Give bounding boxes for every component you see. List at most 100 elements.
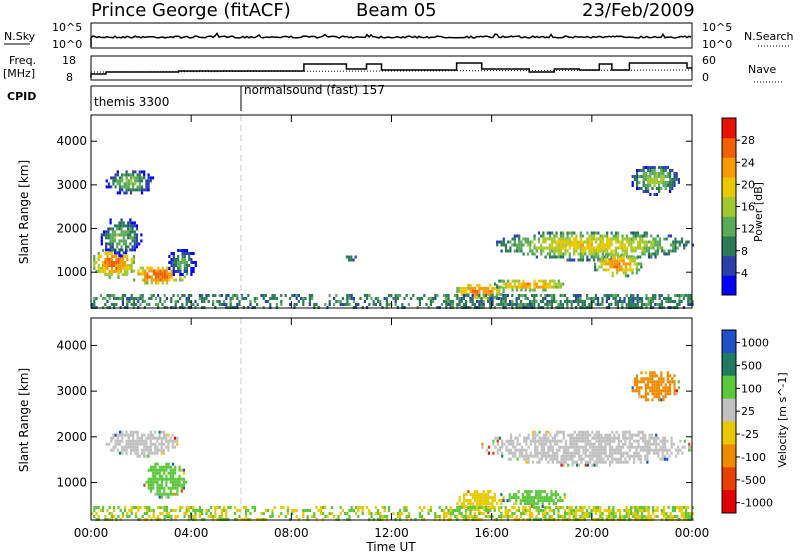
echo-cell (507, 249, 510, 253)
x-axis-label: Time UT (365, 540, 416, 554)
echo-cell (136, 451, 139, 455)
echo-cell (473, 506, 476, 509)
echo-cell (635, 448, 638, 452)
echo-cell (640, 262, 643, 266)
echo-cell (666, 392, 669, 396)
echo-cell (644, 398, 647, 402)
echo-cell (637, 442, 640, 446)
echo-cell (548, 237, 552, 241)
echo-cell (130, 303, 133, 306)
echo-cell (586, 433, 590, 437)
echo-cell (162, 433, 166, 437)
echo-cell (225, 509, 228, 512)
echo-cell (619, 439, 623, 443)
echo-cell (502, 294, 505, 297)
echo-cell (487, 506, 490, 509)
echo-cell (513, 279, 516, 283)
echo-cell (165, 462, 168, 466)
echo-cell (597, 509, 600, 512)
echo-cell (476, 300, 479, 303)
echo-cell (469, 286, 472, 290)
echo-cell (636, 294, 639, 297)
echo-cell (590, 246, 593, 250)
echo-cell (251, 506, 254, 509)
echo-cell (594, 294, 597, 297)
echo-cell (602, 457, 605, 461)
echo-cell (641, 439, 645, 443)
echo-cell (608, 240, 611, 244)
echo-cell (212, 300, 215, 303)
echo-cell (612, 249, 615, 253)
echo-cell (113, 248, 117, 252)
echo-cell (484, 499, 488, 503)
echo-cell (122, 236, 125, 240)
echo-cell (556, 451, 559, 455)
echo-cell (658, 377, 661, 381)
echo-cell (658, 297, 661, 300)
echo-cell (542, 433, 546, 437)
echo-cell (121, 267, 124, 270)
echo-cell (670, 436, 673, 440)
echo-cell (512, 454, 515, 458)
echo-cell (569, 457, 572, 461)
echo-cell (131, 245, 134, 249)
echo-cell (511, 303, 514, 306)
echo-cell (689, 512, 692, 515)
echo-cell (388, 509, 391, 512)
echo-cell (97, 270, 100, 273)
echo-cell (504, 300, 507, 303)
echo-cell (644, 172, 647, 175)
echo-cell (182, 486, 186, 490)
echo-cell (540, 436, 543, 440)
echo-cell (513, 234, 516, 238)
echo-cell (543, 499, 546, 503)
echo-cell (557, 279, 560, 283)
echo-cell (126, 303, 129, 306)
echo-cell (592, 237, 596, 241)
echo-cell (674, 294, 677, 297)
echo-cell (664, 175, 667, 178)
echo-cell (518, 234, 521, 238)
echo-cell (179, 264, 182, 267)
echo-cell (548, 300, 551, 303)
echo-cell (622, 271, 625, 275)
echo-cell (622, 454, 625, 458)
echo-cell (676, 294, 679, 297)
echo-cell (267, 300, 270, 303)
echo-cell (354, 255, 357, 259)
echo-cell (555, 243, 558, 247)
echo-cell (596, 268, 599, 272)
echo-cell (507, 439, 510, 443)
echo-cell (645, 297, 648, 300)
echo-cell (666, 371, 669, 375)
echo-cell (660, 509, 663, 512)
echo-cell (427, 509, 430, 512)
echo-cell (192, 267, 195, 270)
echo-cell (346, 300, 349, 303)
echo-cell (118, 254, 121, 258)
echo-cell (617, 237, 620, 241)
echo-cell (661, 442, 664, 446)
echo-cell (132, 173, 135, 177)
echo-cell (571, 436, 574, 440)
echo-cell (394, 294, 397, 297)
echo-cell (575, 445, 579, 449)
power-colorbar-tick-label: 8 (741, 245, 748, 258)
echo-cell (126, 512, 129, 515)
echo-cell (156, 468, 159, 472)
echo-cell (551, 457, 554, 461)
echo-cell (577, 252, 580, 256)
echo-cell (379, 300, 382, 303)
echo-cell (573, 249, 576, 253)
echo-cell (638, 297, 641, 300)
echo-cell (554, 493, 557, 497)
echo-cell (192, 506, 195, 509)
echo-cell (613, 259, 616, 263)
echo-cell (557, 493, 560, 497)
echo-cell (443, 509, 446, 512)
echo-cell (689, 300, 692, 303)
echo-cell (545, 457, 548, 461)
echo-cell (622, 262, 625, 266)
echo-cell (326, 515, 329, 518)
echo-cell (172, 261, 175, 264)
